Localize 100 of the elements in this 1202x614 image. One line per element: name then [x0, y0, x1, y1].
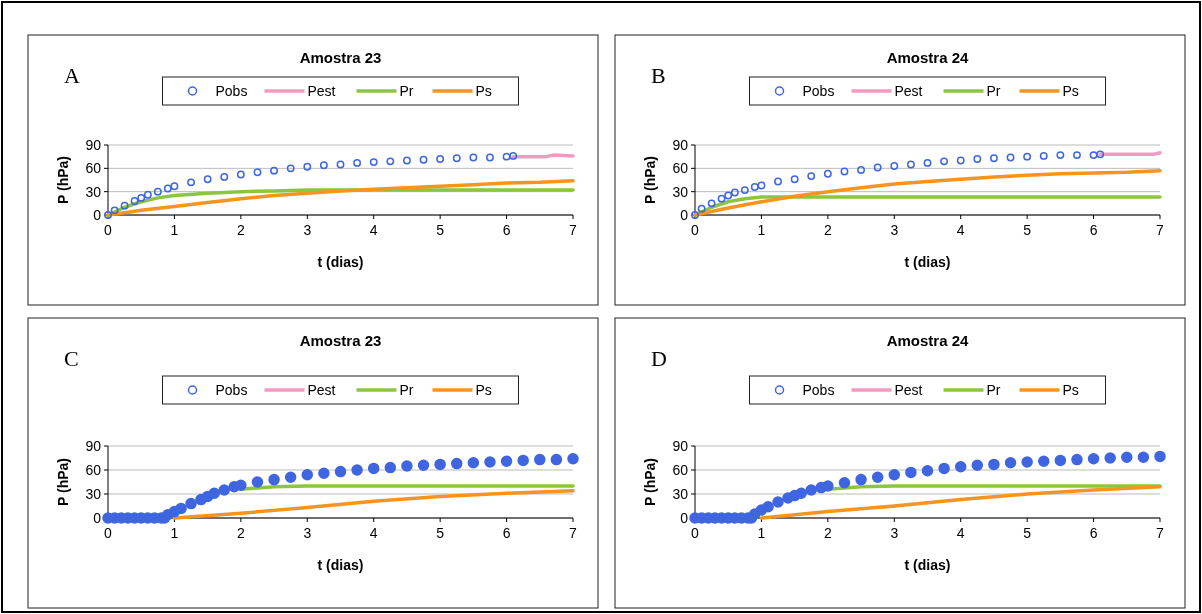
chart-title: Amostra 24: [886, 332, 970, 349]
point: [163, 184, 172, 193]
legend-label: Pobs: [215, 83, 248, 99]
x-tick-label: 0: [104, 525, 113, 541]
chart-title: Amostra 24: [886, 49, 970, 66]
point: [1096, 150, 1105, 159]
point: [517, 454, 529, 467]
point: [1073, 151, 1081, 160]
point: [284, 471, 297, 483]
x-tick-label: 4: [956, 525, 965, 541]
point: [401, 460, 413, 472]
point: [855, 473, 867, 486]
x-tick-label: 2: [823, 222, 832, 238]
point: [795, 487, 808, 499]
point: [750, 183, 759, 191]
point: [120, 201, 129, 210]
point: [707, 199, 716, 208]
point: [286, 164, 295, 173]
point: [143, 190, 152, 199]
y-tick-label: 60: [85, 160, 102, 177]
point: [451, 457, 463, 470]
x-tick-label: 7: [1156, 222, 1165, 238]
point: [336, 160, 345, 169]
legend-label: Pobs: [802, 382, 835, 398]
x-axis-title: t (dias): [904, 254, 951, 270]
point: [871, 471, 884, 483]
x-tick-label: 3: [303, 222, 312, 238]
point: [1038, 455, 1050, 467]
y-tick-label: 30: [85, 486, 102, 502]
x-axis-title: t (dias): [317, 254, 364, 270]
point: [940, 157, 949, 166]
point: [187, 178, 195, 187]
point: [484, 456, 496, 468]
y-tick-label: 90: [85, 438, 102, 454]
x-tick-label: 1: [170, 525, 179, 541]
legend-label: Pobs: [215, 382, 248, 398]
point: [822, 480, 834, 492]
legend-label: Ps: [1062, 382, 1079, 398]
legend-label: Pest: [894, 83, 923, 99]
x-tick-label: 6: [502, 525, 511, 541]
point: [956, 156, 965, 165]
y-tick-label: 60: [672, 160, 689, 177]
x-tick-label: 4: [369, 525, 378, 541]
point: [888, 469, 901, 481]
point: [790, 175, 799, 184]
y-tick-label: 90: [672, 137, 689, 153]
point: [353, 158, 362, 167]
point: [906, 160, 915, 169]
text: B: [651, 63, 666, 88]
point: [351, 464, 363, 476]
point: [740, 186, 749, 195]
y-tick-label: 90: [85, 137, 102, 153]
text: D: [651, 346, 667, 371]
x-tick-label: 0: [691, 222, 700, 238]
y-tick-label: 90: [672, 438, 689, 454]
x-tick-label: 3: [303, 525, 312, 541]
legend-label: Pest: [894, 382, 923, 398]
point: [1006, 153, 1015, 162]
point: [905, 466, 917, 479]
x-tick-label: 5: [436, 525, 445, 541]
point: [1021, 456, 1033, 468]
x-axis-title: t (dias): [904, 557, 951, 573]
point: [921, 465, 934, 477]
point: [857, 165, 866, 174]
point: [236, 170, 245, 179]
legend-label: Pr: [986, 382, 1001, 398]
x-tick-label: 5: [1023, 525, 1032, 541]
text: A: [64, 63, 80, 88]
point: [772, 496, 784, 508]
point: [175, 502, 187, 515]
point: [838, 477, 851, 489]
x-tick-label: 5: [436, 222, 445, 238]
point: [757, 181, 766, 190]
legend-label: Ps: [475, 382, 492, 398]
point: [301, 469, 314, 481]
x-axis-title: t (dias): [317, 557, 364, 573]
point: [130, 197, 139, 205]
legend-label: Ps: [475, 83, 492, 99]
point: [973, 155, 982, 163]
x-tick-label: 6: [1089, 222, 1098, 238]
point: [502, 152, 511, 161]
point: [724, 191, 733, 200]
legend-label: Pest: [307, 382, 336, 398]
point: [220, 172, 229, 181]
point: [486, 153, 494, 162]
point: [807, 172, 816, 181]
point: [500, 455, 513, 467]
point: [170, 182, 179, 191]
point: [110, 206, 119, 215]
point: [386, 157, 395, 166]
point: [402, 156, 411, 165]
point: [384, 461, 397, 474]
point: [469, 153, 478, 162]
point: [550, 453, 563, 466]
point: [137, 193, 146, 202]
y-tick-label: 30: [672, 183, 689, 200]
y-tick-label: 60: [85, 462, 102, 478]
point: [805, 484, 817, 496]
point: [153, 187, 162, 196]
y-axis-title: P (hPa): [642, 458, 658, 506]
